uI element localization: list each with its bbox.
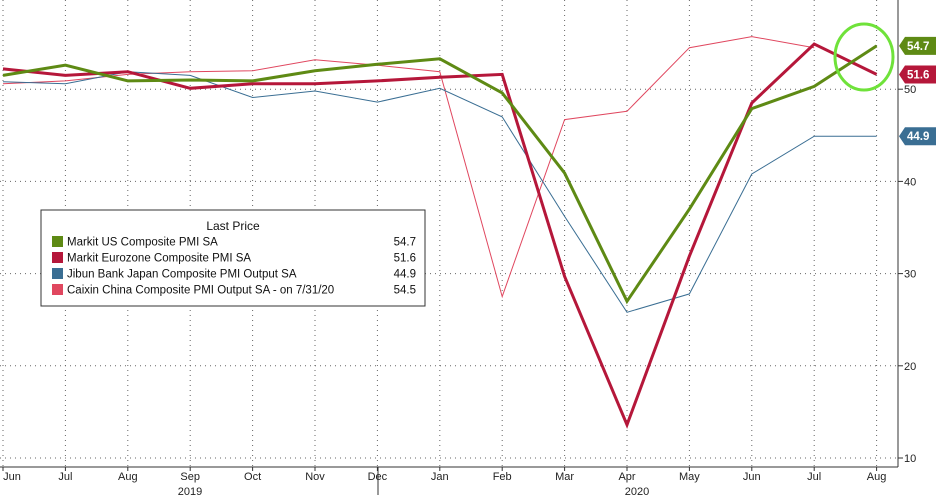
xtick-label-may-11: May [679,471,700,483]
legend-value-china: 54.5 [394,285,416,297]
xtick-label-feb-8: Feb [493,471,512,483]
highlight-circle [833,22,895,92]
last-value-tags: 54.7 51.6 44.9 [899,36,936,146]
value-tag-japan: 44.9 [899,127,936,146]
xtick-label-aug-14: Aug [867,471,887,483]
xtick-label-oct-4: Oct [244,471,261,483]
value-tag-eurozone: 51.6 [899,65,936,84]
xtick-label-jul-13: Jul [807,471,821,483]
ytick-label-10: 10 [904,453,916,465]
value-tag-us: 54.7 [899,36,936,55]
x-axis-ticks: Jun Jul Aug Sep Oct Nov Dec Jan Feb Mar Apr May Jun J… [2,467,887,497]
axes [0,0,899,495]
xtick-label-mar-9: Mar [555,471,574,483]
xtick-label-aug-2: Aug [118,471,138,483]
legend-value-japan: 44.9 [394,269,416,281]
year-label-2019: 2019 [178,486,202,497]
xtick-label-jun-12: Jun [743,471,761,483]
y-axis-ticks: 10 20 30 40 50 [898,84,916,465]
legend-swatch-us [52,236,63,247]
legend-label-japan: Jibun Bank Japan Composite PMI Output SA [67,269,297,281]
ytick-label-20: 20 [904,361,916,373]
legend-label-china: Caixin China Composite PMI Output SA - o… [67,285,334,297]
value-tag-bg-eurozone [899,65,936,84]
xtick-label-sep-3: Sep [180,471,200,483]
legend-value-us: 54.7 [394,237,416,249]
xtick-label-jan-7: Jan [431,471,449,483]
ytick-label-40: 40 [904,176,916,188]
xtick-label-apr-10: Apr [618,471,635,483]
ytick-label-30: 30 [904,269,916,281]
ytick-label-50: 50 [904,84,916,96]
legend-box [40,209,426,307]
value-tag-label-eurozone: 51.6 [907,69,929,81]
xtick-label-jul-1: Jul [58,471,72,483]
year-label-2020: 2020 [625,486,649,497]
legend-label-us: Markit US Composite PMI SA [67,237,218,249]
series-lines [2,36,878,429]
value-tag-label-japan: 44.9 [907,131,929,143]
legend-swatch-china [52,284,63,295]
legend-swatch-eurozone [52,252,63,263]
value-tag-bg-japan [899,127,936,146]
xtick-label-jun-0: Jun [3,471,21,483]
legend-swatch-japan [52,268,63,279]
xtick-label-nov-5: Nov [305,471,325,483]
xtick-label-dec-6: Dec [368,471,388,483]
legend: Last Price Markit US Composite PMI SA 54… [40,209,426,307]
legend-value-eurozone: 51.6 [394,253,416,265]
legend-label-eurozone: Markit Eurozone Composite PMI SA [67,253,251,265]
legend-title: Last Price [206,219,260,233]
value-tag-label-us: 54.7 [907,41,929,53]
value-tag-bg-us [899,36,936,55]
